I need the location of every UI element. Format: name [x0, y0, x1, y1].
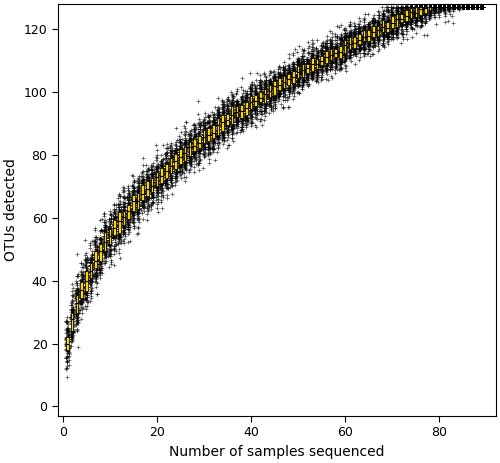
- Bar: [292, 70, 294, 83]
- Bar: [311, 58, 314, 71]
- Bar: [297, 66, 300, 78]
- Bar: [405, 10, 407, 21]
- Bar: [151, 178, 154, 192]
- Y-axis label: OTUs detected: OTUs detected: [4, 158, 18, 262]
- Bar: [160, 169, 163, 182]
- Bar: [382, 20, 384, 32]
- Bar: [354, 37, 356, 48]
- Bar: [334, 49, 337, 57]
- Bar: [179, 150, 182, 164]
- Bar: [410, 8, 412, 18]
- Bar: [316, 59, 318, 69]
- Bar: [362, 30, 366, 42]
- Bar: [268, 85, 271, 97]
- Bar: [339, 46, 342, 57]
- Bar: [348, 38, 351, 49]
- Bar: [278, 78, 280, 90]
- Bar: [128, 205, 130, 219]
- X-axis label: Number of samples sequenced: Number of samples sequenced: [169, 445, 384, 459]
- Bar: [212, 125, 214, 138]
- Bar: [174, 155, 177, 169]
- Bar: [85, 271, 87, 291]
- Bar: [372, 25, 374, 37]
- Bar: [76, 295, 78, 313]
- Bar: [358, 34, 360, 44]
- Bar: [259, 92, 262, 102]
- Bar: [132, 194, 134, 211]
- Bar: [428, 7, 431, 10]
- Bar: [94, 251, 97, 268]
- Bar: [113, 220, 116, 235]
- Bar: [170, 158, 172, 173]
- Bar: [137, 193, 140, 209]
- Bar: [245, 102, 248, 114]
- Bar: [202, 130, 205, 144]
- Bar: [400, 13, 403, 22]
- Bar: [414, 7, 417, 18]
- Bar: [66, 337, 68, 350]
- Bar: [198, 137, 200, 148]
- Bar: [208, 128, 210, 141]
- Bar: [368, 31, 370, 41]
- Bar: [142, 185, 144, 200]
- Bar: [165, 164, 168, 177]
- Bar: [146, 181, 149, 195]
- Bar: [188, 143, 191, 156]
- Bar: [306, 63, 309, 73]
- Bar: [122, 211, 125, 225]
- Bar: [330, 49, 332, 60]
- Bar: [254, 94, 257, 106]
- Bar: [424, 7, 426, 13]
- Bar: [377, 26, 380, 36]
- Bar: [282, 75, 286, 88]
- Bar: [184, 147, 186, 161]
- Bar: [344, 40, 346, 53]
- Bar: [156, 172, 158, 186]
- Bar: [193, 139, 196, 151]
- Bar: [274, 81, 276, 95]
- Bar: [80, 282, 83, 299]
- Bar: [71, 313, 74, 331]
- Bar: [386, 22, 389, 32]
- Bar: [236, 106, 238, 117]
- Bar: [90, 263, 92, 278]
- Bar: [288, 74, 290, 85]
- Bar: [264, 89, 266, 103]
- Bar: [226, 114, 229, 125]
- Bar: [250, 96, 252, 109]
- Bar: [302, 64, 304, 76]
- Bar: [104, 232, 106, 250]
- Bar: [99, 244, 102, 261]
- Bar: [419, 7, 422, 15]
- Bar: [231, 106, 234, 124]
- Bar: [240, 106, 243, 118]
- Bar: [391, 16, 394, 28]
- Bar: [108, 229, 111, 244]
- Bar: [396, 14, 398, 26]
- Bar: [325, 51, 328, 63]
- Bar: [217, 118, 220, 135]
- Bar: [222, 115, 224, 131]
- Bar: [320, 56, 323, 65]
- Bar: [118, 213, 120, 232]
